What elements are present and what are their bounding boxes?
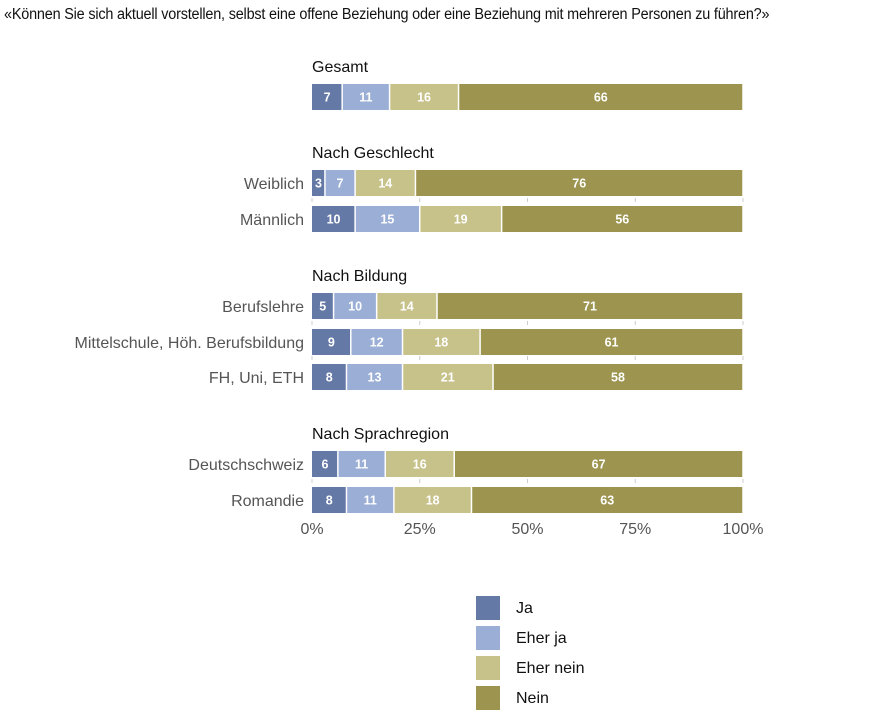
data-label: 9 [328, 336, 335, 350]
row-label: Deutschschweiz [188, 457, 304, 474]
data-label: 58 [611, 371, 625, 385]
row-label: Romandie [231, 493, 304, 510]
legend-swatch [476, 596, 500, 620]
bar-segment-eher-ja [334, 293, 376, 319]
data-label: 11 [359, 91, 372, 105]
bar-segment-eher-nein [355, 170, 415, 196]
legend-label: Ja [516, 600, 533, 617]
data-label: 71 [583, 300, 597, 314]
data-label: 10 [327, 213, 341, 227]
bar-segment-eher-nein [394, 487, 471, 513]
row-label: Weiblich [244, 176, 304, 193]
data-label: 7 [337, 177, 344, 191]
bar-segment-ja [312, 451, 338, 477]
bar-segment-nein [416, 170, 743, 196]
legend-label: Nein [516, 690, 549, 707]
chart-title: «Können Sie sich aktuell vorstellen, sel… [4, 6, 770, 23]
data-label: 21 [441, 371, 455, 385]
data-label: 18 [426, 494, 440, 508]
row-label: Berufslehre [222, 299, 304, 316]
bar-segment-nein [502, 206, 743, 232]
data-label: 7 [324, 91, 331, 105]
bar-segment-nein [459, 84, 743, 110]
data-label: 11 [355, 458, 368, 472]
bar-segment-nein [480, 329, 743, 355]
bar-segment-ja [312, 329, 351, 355]
bar-segment-nein [437, 293, 743, 319]
data-label: 13 [368, 371, 382, 385]
data-label: 56 [615, 213, 629, 227]
legend-swatch [476, 626, 500, 650]
bar-segment-ja [312, 293, 333, 319]
bar-segment-nein [454, 451, 743, 477]
data-label: 19 [454, 213, 468, 227]
bar-segment-eher-ja [325, 170, 355, 196]
bar-segment-eher-nein [377, 293, 437, 319]
data-label: 8 [326, 371, 333, 385]
bar-segment-eher-nein [420, 206, 501, 232]
bar-segment-ja [312, 170, 325, 196]
bar-segment-eher-ja [347, 364, 402, 390]
bar-segment-eher-nein [386, 451, 454, 477]
legend-swatch [476, 686, 500, 710]
data-label: 12 [370, 336, 384, 350]
data-label: 14 [378, 177, 392, 191]
x-tick-label: 0% [300, 521, 323, 538]
bar-segment-eher-ja [351, 329, 402, 355]
bar-segment-ja [312, 84, 342, 110]
data-label: 16 [413, 458, 427, 472]
bar-segment-ja [312, 364, 346, 390]
data-label: 66 [594, 91, 608, 105]
bar-segment-eher-ja [355, 206, 419, 232]
x-tick-label: 75% [619, 521, 651, 538]
data-label: 76 [572, 177, 586, 191]
legend-label: Eher nein [516, 660, 585, 677]
data-label: 10 [348, 300, 362, 314]
data-label: 8 [326, 494, 333, 508]
x-tick-label: 100% [723, 521, 764, 538]
bar-segment-eher-nein [403, 364, 493, 390]
bar-segment-eher-nein [403, 329, 480, 355]
x-tick-label: 25% [404, 521, 436, 538]
bar-segment-eher-nein [390, 84, 458, 110]
data-label: 18 [434, 336, 448, 350]
data-label: 5 [319, 300, 326, 314]
data-label: 61 [605, 336, 619, 350]
data-label: 6 [321, 458, 328, 472]
data-label: 11 [364, 494, 377, 508]
data-label: 16 [417, 91, 431, 105]
bar-segment-eher-ja [347, 487, 394, 513]
bar-segment-ja [312, 206, 355, 232]
bar-segment-eher-ja [338, 451, 385, 477]
bar-segment-eher-ja [342, 84, 389, 110]
row-label: FH, Uni, ETH [209, 370, 304, 387]
data-label: 63 [600, 494, 614, 508]
legend-label: Eher ja [516, 630, 567, 647]
data-label: 3 [315, 177, 322, 191]
x-tick-label: 50% [511, 521, 543, 538]
group-title: Gesamt [312, 59, 369, 76]
group-title: Nach Sprachregion [312, 426, 449, 443]
bar-segment-ja [312, 487, 346, 513]
group-title: Nach Geschlecht [312, 145, 434, 162]
data-label: 67 [592, 458, 606, 472]
bar-segment-nein [493, 364, 743, 390]
row-label: Mittelschule, Höh. Berufsbildung [75, 335, 304, 352]
row-label: Männlich [240, 212, 304, 229]
bar-segment-nein [472, 487, 743, 513]
data-label: 14 [400, 300, 414, 314]
data-label: 15 [380, 213, 394, 227]
legend-swatch [476, 656, 500, 680]
group-title: Nach Bildung [312, 268, 407, 285]
